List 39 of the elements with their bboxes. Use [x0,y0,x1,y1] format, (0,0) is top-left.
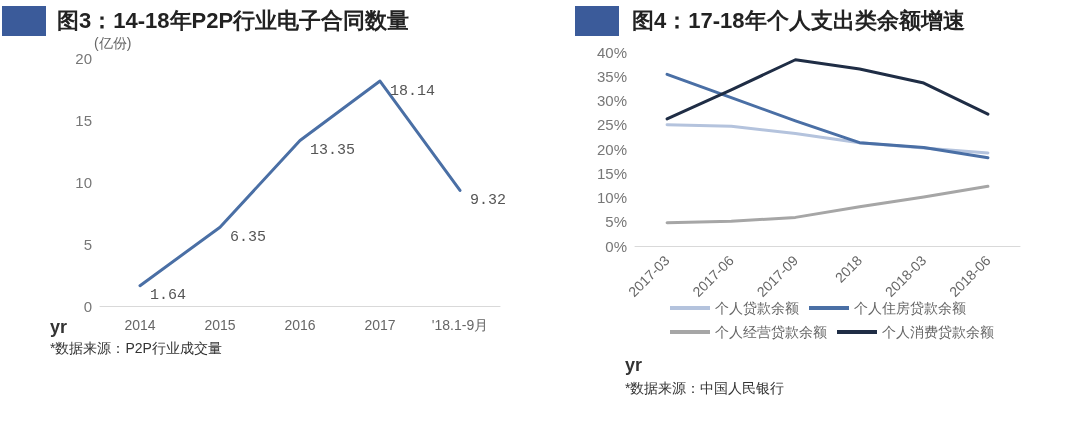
y-tick-label: 10% [596,189,627,206]
legend-label: 个人贷款余额 [715,300,799,316]
line-series [665,184,990,225]
x-tick-label: 2017 [364,317,396,333]
x-tick-label: 2015 [204,317,236,333]
data-label: 6.35 [230,228,267,246]
text: *数据来源：中国人民银行 [625,380,785,396]
x-tick-label: 2016 [284,317,316,333]
y-tick-label: 5% [605,213,627,231]
data-label: 13.35 [310,141,356,159]
text: *数据来源：P2P行业成交量 [50,340,222,356]
y-tick-label: 15% [596,164,627,182]
chart-title: 图4：17-18年个人支出类余额增速 [632,7,965,33]
y-tick-label: 5 [83,235,92,253]
y-tick-label: 20% [596,140,627,158]
line-series [665,72,990,160]
y-tick-label: 0% [605,237,627,255]
y-tick-label: 40% [596,43,627,61]
y-tick-label: 30% [596,92,627,109]
y-tick-label: 15 [75,111,92,129]
y-tick-label: 0 [83,297,92,315]
data-label: 9.32 [470,191,507,209]
x-axis-title: yr [50,317,68,337]
y-tick-label: 10 [75,173,92,191]
y-tick-label: 35% [596,67,627,85]
line-series [665,58,990,121]
x-tick-label: '18.1-9月 [431,317,489,333]
y-axis-title: (亿份) [94,35,132,51]
line-series [138,79,462,288]
y-tick-label: 20 [75,49,92,67]
data-label: 18.14 [390,82,436,100]
chart-title: 图3：14-18年P2P行业电子合同数量 [57,7,410,33]
legend-label: 个人经营贷款余额 [715,324,827,340]
x-tick-label: 2014 [124,317,156,333]
y-tick-label: 25% [596,116,627,134]
legend-label: 个人住房贷款余额 [854,300,966,316]
data-label: 1.64 [150,287,187,305]
x-axis-title: yr [625,355,643,375]
legend-label: 个人消费贷款余额 [882,324,994,340]
